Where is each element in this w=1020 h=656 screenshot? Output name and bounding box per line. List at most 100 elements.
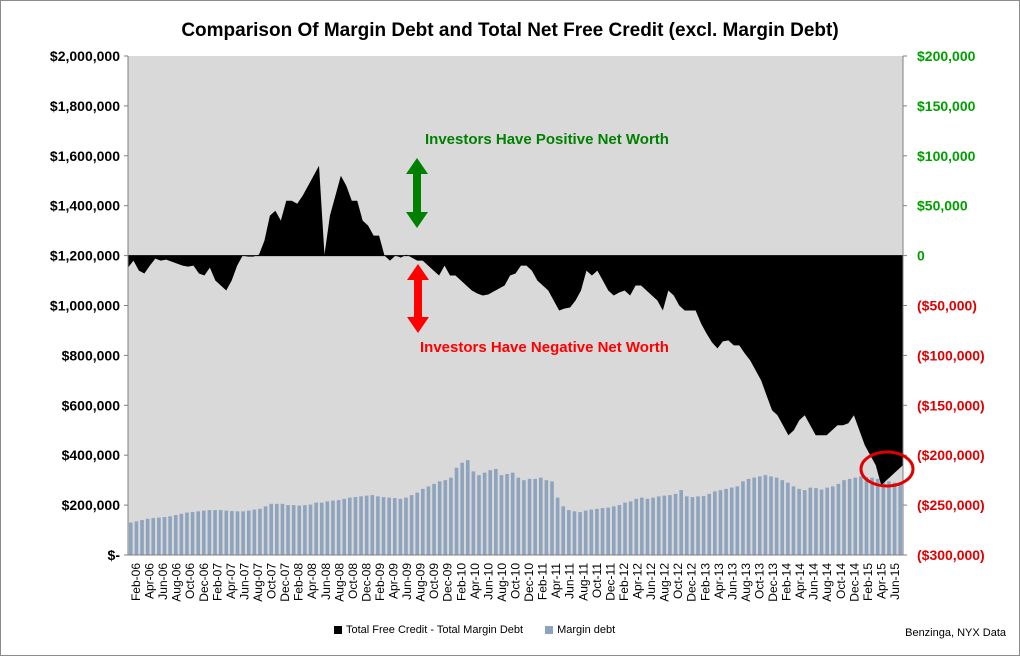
margin-debt-bar — [769, 476, 773, 555]
margin-debt-bar — [286, 505, 290, 555]
margin-debt-bar — [701, 496, 706, 555]
margin-debt-bar — [690, 497, 695, 555]
negative-arrow — [407, 264, 429, 333]
margin-debt-bar — [263, 506, 268, 555]
left-tick-label: $1,800,000 — [50, 98, 120, 114]
legend-swatch-margin-debt — [545, 626, 554, 634]
x-tick-label: Dec-14 — [847, 563, 861, 602]
margin-debt-bar — [465, 460, 470, 555]
margin-debt-bar — [656, 496, 661, 555]
margin-debt-bar — [859, 476, 863, 555]
margin-debt-bar — [494, 468, 498, 555]
margin-debt-bar — [814, 488, 818, 555]
x-tick-label: Jun-08 — [319, 563, 333, 600]
legend-item-net-credit: Total Free Credit - Total Margin Debt — [334, 624, 523, 636]
margin-debt-bar — [449, 477, 453, 555]
margin-debt-bar — [516, 477, 521, 555]
left-tick-label: $1,400,000 — [50, 198, 120, 214]
x-tick-label: Jun-13 — [725, 563, 739, 600]
margin-debt-bar — [129, 522, 133, 555]
margin-debt-bar — [426, 486, 431, 555]
x-tick-label: Feb-14 — [780, 563, 794, 601]
margin-debt-bar — [151, 518, 156, 555]
x-tick-label: Jun-15 — [888, 563, 902, 600]
positive-arrow-shape — [406, 158, 428, 228]
margin-debt-bar — [196, 511, 200, 555]
margin-debt-bar — [550, 481, 554, 555]
left-tick-label: $- — [108, 547, 121, 563]
source-note: Benzinga, NYX Data — [905, 627, 1006, 639]
margin-debt-bar — [173, 515, 178, 555]
x-tick-label: Jun-06 — [156, 563, 170, 600]
margin-debt-bar — [741, 481, 745, 555]
x-tick-label: Feb-11 — [536, 563, 550, 600]
margin-debt-bar — [763, 475, 768, 555]
x-tick-label: Oct-09 — [427, 563, 441, 599]
x-tick-label: Feb-10 — [454, 563, 468, 601]
margin-debt-bar — [409, 495, 414, 555]
margin-debt-bar — [364, 495, 369, 555]
margin-debt-bar — [729, 487, 734, 555]
left-tick-label: $200,000 — [62, 497, 121, 513]
highlight-circle — [859, 450, 915, 488]
x-tick-label: Dec-11 — [603, 563, 617, 601]
x-tick-label: Oct-10 — [509, 563, 523, 599]
margin-debt-bar — [611, 506, 616, 555]
margin-debt-bar — [600, 508, 605, 555]
margin-debt-bar — [628, 501, 633, 555]
margin-debt-bar — [707, 493, 712, 555]
margin-debt-bar — [774, 477, 779, 555]
annotation-negative: Investors Have Negative Net Worth — [420, 339, 669, 356]
x-tick-label: Oct-11 — [590, 563, 604, 598]
x-tick-label: Jun-11 — [563, 563, 577, 599]
x-tick-label: Feb-06 — [129, 563, 143, 601]
margin-debt-bar — [875, 478, 880, 555]
margin-debt-bar — [640, 497, 644, 555]
margin-debt-bar — [342, 498, 347, 555]
margin-debt-bar — [786, 482, 790, 555]
x-tick-label: Aug-10 — [495, 563, 509, 602]
margin-debt-bar — [662, 495, 667, 555]
margin-debt-bar — [623, 502, 627, 555]
margin-debt-bar — [847, 478, 852, 555]
margin-debt-bar — [336, 500, 341, 555]
margin-debt-bar — [819, 489, 824, 555]
margin-debt-bar — [544, 480, 549, 555]
margin-debt-bar — [510, 472, 515, 555]
x-tick-label: Oct-08 — [346, 563, 360, 599]
margin-debt-bar — [185, 512, 189, 555]
margin-debt-bar — [606, 507, 610, 555]
margin-debt-bar — [713, 491, 717, 555]
margin-debt-bar — [235, 511, 240, 555]
chart-title: Comparison Of Margin Debt and Total Net … — [181, 20, 839, 41]
margin-debt-bar — [864, 477, 869, 555]
margin-debt-bar — [522, 480, 526, 555]
margin-debt-bar — [348, 497, 352, 555]
margin-debt-bar — [230, 511, 234, 555]
margin-debt-bar — [387, 497, 391, 555]
x-tick-label: Apr-10 — [468, 563, 482, 599]
right-tick-label: 0 — [917, 248, 925, 264]
right-tick-label: $150,000 — [917, 98, 976, 114]
margin-debt-bar — [202, 510, 206, 555]
margin-debt-bar — [482, 472, 487, 555]
x-tick-label: Dec-07 — [278, 563, 292, 602]
x-tick-label: Apr-07 — [224, 563, 238, 599]
right-tick-label: ($50,000) — [917, 298, 977, 314]
margin-debt-bar — [724, 488, 728, 555]
margin-debt-bar — [488, 470, 493, 555]
margin-debt-bar — [325, 501, 330, 555]
net-free-credit-area — [128, 165, 903, 486]
left-tick-label: $1,600,000 — [50, 148, 120, 164]
x-tick-label: Apr-11 — [549, 563, 563, 598]
right-tick-label: ($150,000) — [917, 397, 985, 413]
margin-debt-bar — [538, 477, 543, 555]
legend-item-margin-debt: Margin debt — [545, 624, 615, 636]
margin-debt-bar — [791, 486, 796, 555]
margin-debt-bar — [679, 490, 683, 555]
x-tick-label: Dec-13 — [766, 563, 780, 602]
margin-debt-bar — [275, 503, 279, 555]
positive-arrow — [406, 158, 428, 228]
legend-label-margin-debt: Margin debt — [557, 624, 616, 636]
margin-debt-bar — [668, 495, 672, 555]
